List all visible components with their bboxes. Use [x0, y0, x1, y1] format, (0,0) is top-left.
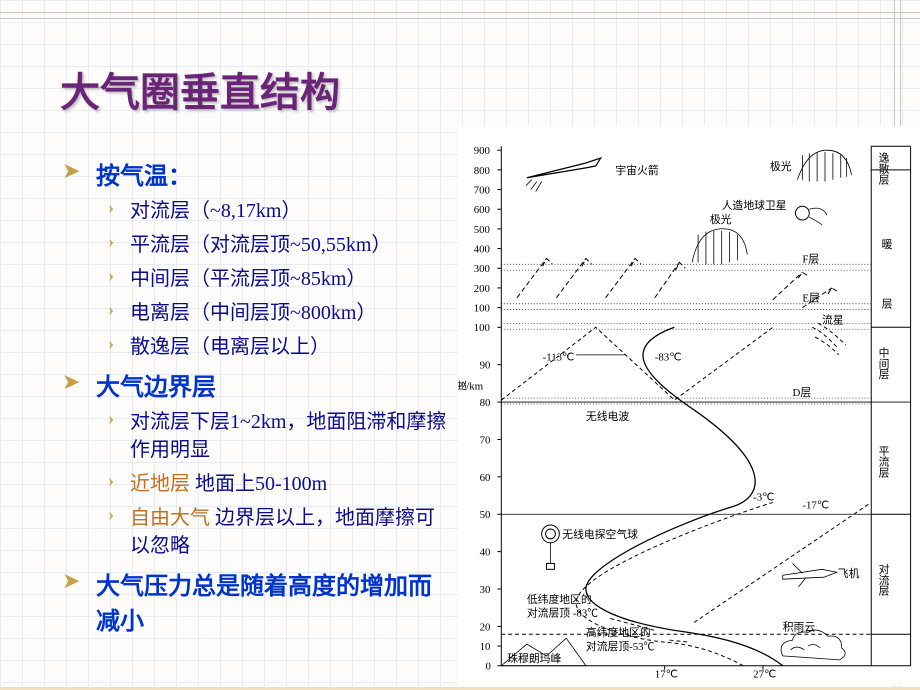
sub-item: 电离层（中间层顶~800km） — [96, 299, 454, 327]
svg-text:无线电探空气球: 无线电探空气球 — [562, 527, 638, 541]
svg-text:20: 20 — [479, 621, 490, 633]
svg-text:700: 700 — [473, 184, 489, 196]
sub-item: 散逸层（电离层以上） — [96, 333, 454, 361]
svg-text:中间层: 中间层 — [877, 346, 889, 380]
cloud-icon: 积雨云 — [781, 620, 845, 660]
svg-text:600: 600 — [473, 204, 489, 216]
svg-text:90: 90 — [479, 360, 490, 372]
f-layer-band: F层 — [501, 252, 871, 270]
satellite-icon: 人造地球卫星 — [721, 198, 826, 225]
svg-text:无线电波: 无线电波 — [585, 409, 628, 423]
svg-text:60: 60 — [479, 472, 490, 484]
svg-text:D层: D层 — [792, 386, 811, 399]
svg-text:宇宙火箭: 宇宙火箭 — [615, 163, 658, 177]
aurora-mid-icon: 极光 — [692, 212, 747, 264]
svg-text:积雨云: 积雨云 — [782, 620, 815, 633]
bullet-pressure: 大气压力总是随着高度的增加而减小 — [60, 566, 454, 636]
svg-text:对流层顶 -83℃: 对流层顶 -83℃ — [526, 606, 597, 620]
text-column: 按气温： 对流层（~8,17km） 平流层（对流层顶~50,55km） 中间层（… — [60, 156, 454, 642]
sub-item: 自由大气 边界层以上，地面摩擦可以忽略 — [96, 504, 454, 560]
tropopause-high-lat: 高纬度地区的 对流层顶-53℃ — [585, 625, 688, 653]
bullet-boundary: 大气边界层 对流层下层1~2km，地面阻滞和摩擦作用明显 近地层 地面上50-1… — [60, 367, 454, 560]
svg-text:-83℃: -83℃ — [654, 352, 681, 364]
svg-text:珠穆朗玛峰: 珠穆朗玛峰 — [507, 651, 561, 665]
meteor-icon: 流星 — [812, 312, 845, 354]
plane-icon: 飞机 — [782, 563, 859, 587]
svg-text:-3℃: -3℃ — [753, 491, 774, 503]
svg-text:流星: 流星 — [822, 312, 844, 326]
svg-text:-17℃: -17℃ — [802, 499, 829, 511]
sub-item: 中间层（平流层顶~85km） — [96, 265, 454, 293]
e-layer-band: E层 — [501, 292, 871, 310]
radio-wave: 无线电波 — [501, 327, 773, 422]
rocket-icon: 宇宙火箭 — [525, 158, 658, 191]
svg-text:暖: 暖 — [880, 238, 892, 250]
upper-y-ticks: 900 800 700 600 500 400 300 200 100 — [473, 145, 501, 314]
svg-text:300: 300 — [473, 263, 489, 275]
bullet-temperature: 按气温： 对流层（~8,17km） 平流层（对流层顶~50,55km） 中间层（… — [60, 156, 454, 361]
svg-text:人造地球卫星: 人造地球卫星 — [721, 198, 786, 212]
svg-text:低纬度地区的: 低纬度地区的 — [526, 592, 591, 606]
balloon-icon: 无线电探空气球 — [541, 525, 638, 569]
svg-text:飞机: 飞机 — [837, 566, 859, 580]
svg-text:-113℃: -113℃ — [542, 352, 574, 364]
svg-text:200: 200 — [473, 283, 489, 295]
bullet-label: 按气温： — [96, 163, 192, 190]
slide-title: 大气圈垂直结构 — [60, 60, 920, 118]
svg-text:100: 100 — [473, 322, 489, 334]
sub-item: 平流层（对流层顶~50,55km） — [96, 231, 454, 259]
wave-arrows — [517, 258, 838, 307]
svg-text:80: 80 — [479, 397, 490, 409]
sub-item: 对流层下层1~2km，地面阻滞和摩擦作用明显 — [96, 408, 454, 464]
sub-item: 对流层（~8,17km） — [96, 197, 454, 225]
svg-text:100: 100 — [473, 303, 489, 315]
bullet-label: 大气压力总是随着高度的增加而减小 — [96, 573, 432, 635]
svg-text:400: 400 — [473, 244, 489, 256]
sub-item: 近地层 地面上50-100m — [96, 470, 454, 498]
svg-text:极光: 极光 — [769, 159, 791, 173]
svg-text:F层: F层 — [802, 252, 819, 265]
svg-text:高纬度地区的: 高纬度地区的 — [585, 625, 650, 639]
aurora-top-icon: 极光 — [769, 150, 851, 181]
atmosphere-diagram: 900 800 700 600 500 400 300 200 100 100 … — [458, 126, 920, 686]
svg-text:900: 900 — [473, 145, 489, 157]
tropopause-low-lat: 低纬度地区的 对流层顶 -83℃ — [526, 592, 654, 631]
svg-text:10: 10 — [479, 641, 490, 653]
svg-text:对流层: 对流层 — [877, 562, 889, 597]
bullet-label: 大气边界层 — [96, 374, 216, 401]
y-axis-label: 高度/km — [458, 380, 484, 392]
svg-text:800: 800 — [473, 165, 489, 177]
svg-text:27℃: 27℃ — [753, 669, 776, 681]
svg-text:层: 层 — [880, 297, 892, 309]
svg-text:极光: 极光 — [709, 212, 731, 226]
svg-text:平流层: 平流层 — [877, 445, 889, 478]
right-layer-labels: 逸散层 暖 层 中间层 平流层 对流层 — [871, 146, 910, 666]
d-layer-band: D层 — [501, 386, 871, 404]
svg-text:40: 40 — [479, 547, 490, 559]
svg-text:17℃: 17℃ — [654, 669, 677, 681]
svg-text:0: 0 — [485, 661, 490, 673]
svg-text:30: 30 — [479, 584, 490, 596]
svg-text:70: 70 — [479, 434, 490, 446]
everest-icon: 珠穆朗玛峰 — [501, 638, 586, 666]
svg-text:50: 50 — [479, 509, 490, 521]
svg-text:对流层顶-53℃: 对流层顶-53℃ — [585, 639, 654, 653]
svg-text:500: 500 — [473, 224, 489, 236]
lower-y-ticks: 100 90 80 70 60 50 40 30 20 10 0 — [473, 322, 501, 672]
svg-text:逸散层: 逸散层 — [877, 152, 889, 186]
